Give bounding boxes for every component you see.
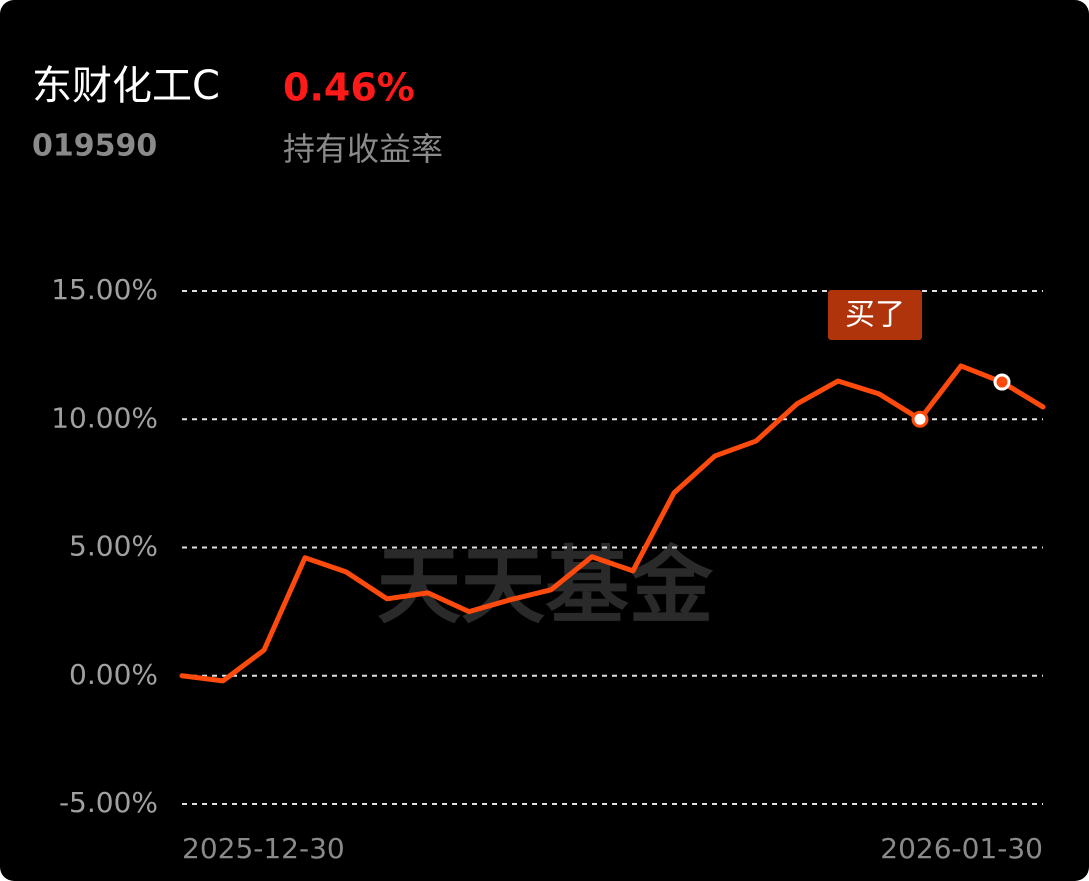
y-tick-label: 0.00% (69, 658, 158, 691)
return-value: 0.46% (283, 66, 415, 110)
point-marker (993, 373, 1011, 391)
x-tick-label: 2026-01-30 (880, 832, 1043, 865)
line-series (179, 363, 1046, 684)
x-tick-label: 2025-12-30 (182, 832, 345, 865)
point-marker (911, 410, 929, 428)
y-tick-label: 15.00% (51, 273, 158, 306)
watermark: 天天基金 (377, 537, 714, 635)
fund-code: 019590 (32, 129, 157, 164)
return-label: 持有收益率 (283, 130, 443, 168)
y-tick-label: -5.00% (59, 786, 158, 819)
fund-name: 东财化工C (32, 63, 220, 109)
y-tick-label: 10.00% (51, 401, 158, 434)
y-tick-label: 5.00% (69, 530, 158, 563)
annotation-box (828, 290, 922, 340)
annotation-text: 买了 (845, 298, 905, 333)
